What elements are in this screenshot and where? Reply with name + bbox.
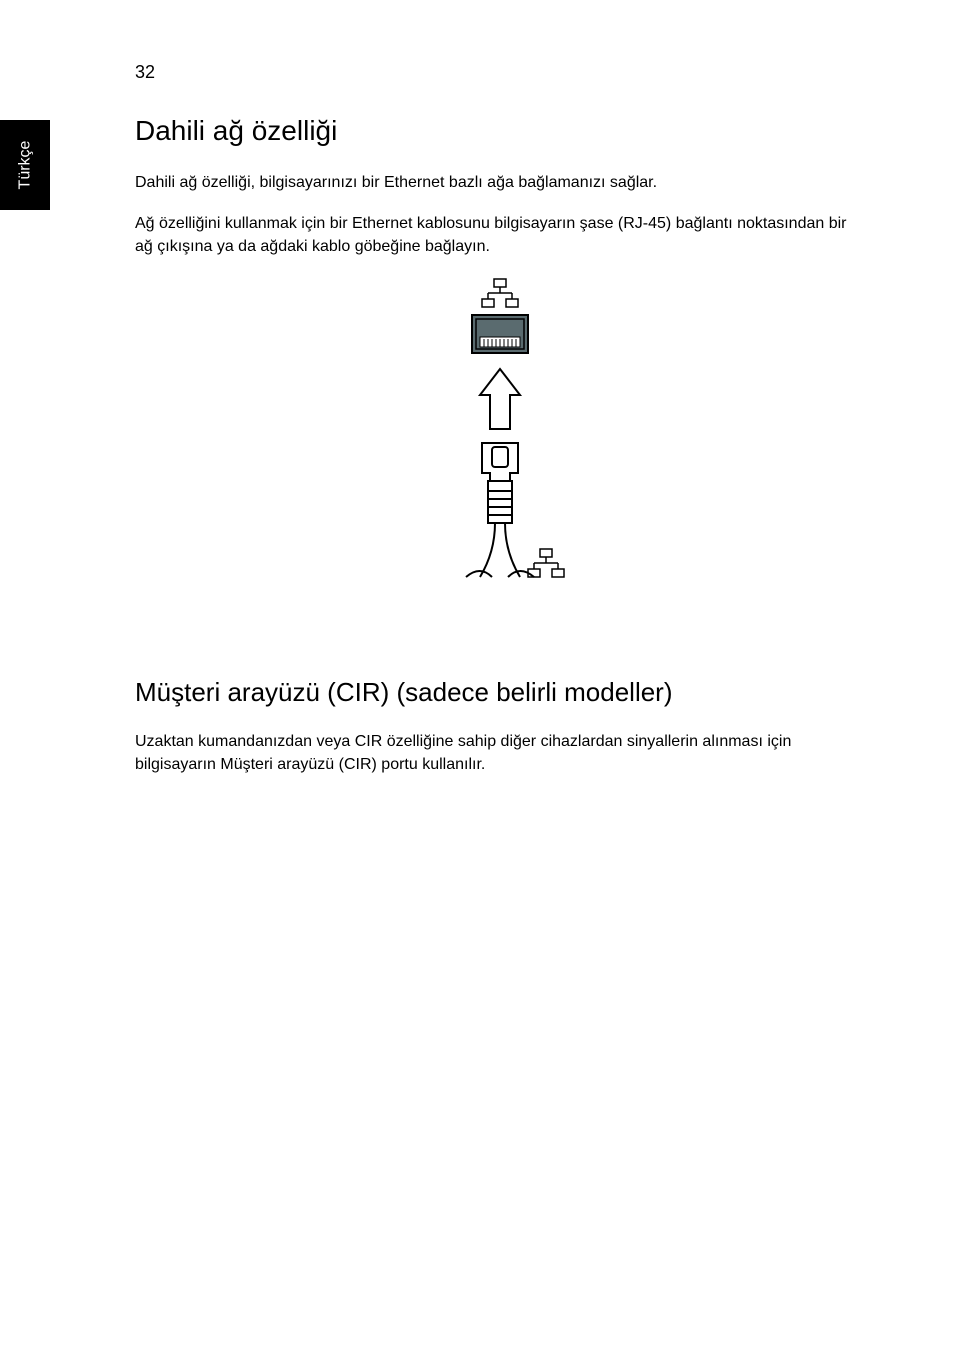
network-paragraph-2: Ağ özelliğini kullanmak için bir Etherne… <box>135 212 864 258</box>
network-icon-bottom <box>528 549 564 577</box>
ethernet-diagram-container <box>135 277 864 637</box>
network-paragraph-1: Dahili ağ özelliği, bilgisayarınızı bir … <box>135 171 864 194</box>
language-side-tab: Türkçe <box>0 120 50 210</box>
page-content: Dahili ağ özelliği Dahili ağ özelliği, b… <box>135 115 864 776</box>
network-icon-top <box>482 279 518 307</box>
ethernet-plug-icon <box>466 443 534 577</box>
language-label: Türkçe <box>16 141 34 190</box>
ethernet-connection-diagram <box>410 277 590 637</box>
rj45-port-icon <box>472 315 528 353</box>
arrow-up-icon <box>480 369 520 429</box>
section-title-cir: Müşteri arayüzü (CIR) (sadece belirli mo… <box>135 677 864 708</box>
cir-paragraph-1: Uzaktan kumandanızdan veya CIR özelliğin… <box>135 730 864 776</box>
section-title-network: Dahili ağ özelliği <box>135 115 864 147</box>
page: 32 Türkçe Dahili ağ özelliği Dahili ağ ö… <box>0 0 954 1369</box>
page-number: 32 <box>135 62 155 83</box>
